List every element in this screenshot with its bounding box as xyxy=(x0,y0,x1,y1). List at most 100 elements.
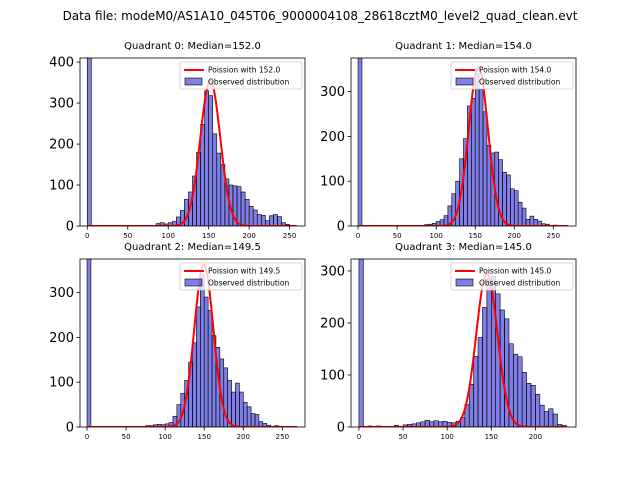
legend-hist-label: Observed distribution xyxy=(208,78,289,87)
legend-box xyxy=(179,61,303,90)
axes-frame xyxy=(79,258,306,428)
quadrant-0-panel: 0 100 200 300 400 0 50 100 150 200 250 Quadrant 0: … xyxy=(49,41,306,240)
hist-bar xyxy=(260,215,266,226)
hist-bar xyxy=(477,337,483,427)
hist-bar xyxy=(482,307,488,427)
hist-bar xyxy=(273,214,278,226)
x-tick-label: 150 xyxy=(198,433,211,441)
y-tick-label: 300 xyxy=(320,85,345,100)
x-tick-label: 250 xyxy=(283,232,296,240)
legend-box xyxy=(450,262,574,291)
x-tick-label: 250 xyxy=(547,232,560,240)
x-tick-label: 50 xyxy=(123,232,132,240)
hist-bar xyxy=(277,216,282,226)
hist-bar xyxy=(473,355,479,427)
y-tick-label: 300 xyxy=(49,286,74,301)
subplot-title: Quadrant 0: Median=152.0 xyxy=(124,41,261,52)
x-tick-label: 150 xyxy=(485,433,498,441)
y-tick-label: 100 xyxy=(320,368,345,383)
y-tick-label: 300 xyxy=(49,97,74,112)
panel-marks xyxy=(357,58,569,226)
y-tick-label: 100 xyxy=(49,376,74,391)
hist-bar xyxy=(236,186,242,226)
hist-bar xyxy=(244,199,250,226)
legend: Poission with 145.0 Observed distribution xyxy=(450,262,574,291)
hist-bar xyxy=(212,133,218,226)
legend: Poission with 154.0 Observed distribution xyxy=(450,61,574,90)
x-tick-label: 200 xyxy=(242,232,255,240)
legend-fit-label: Poission with 145.0 xyxy=(479,267,552,276)
axes-frame xyxy=(79,57,306,227)
x-tick-label: 200 xyxy=(529,433,542,441)
hist-bar xyxy=(513,190,519,226)
hist-bar xyxy=(474,73,480,226)
legend-box xyxy=(450,61,574,90)
legend-fit-label: Poission with 154.0 xyxy=(479,66,552,75)
hist-bar xyxy=(530,385,536,427)
legend-hist-swatch xyxy=(455,77,474,86)
legend-hist-label: Observed distribution xyxy=(479,279,560,288)
hist-bar xyxy=(269,215,274,226)
y-tick-label: 200 xyxy=(49,138,74,153)
hist-bar xyxy=(504,318,510,427)
y-tick-label: 0 xyxy=(337,421,345,436)
y-tick-label: 200 xyxy=(320,130,345,145)
hist-bar xyxy=(250,413,256,427)
axes-frame xyxy=(350,258,577,428)
legend-fit-label: Poission with 149.5 xyxy=(208,267,281,276)
x-tick-label: 100 xyxy=(162,232,175,240)
hist-bar xyxy=(248,206,254,226)
hist-bar xyxy=(471,98,476,226)
hist-bar xyxy=(207,310,213,427)
hist-bar xyxy=(529,215,535,226)
hist-bar xyxy=(521,372,527,427)
poisson-fit-line xyxy=(358,65,569,226)
legend-box xyxy=(179,262,303,291)
hist-bar xyxy=(204,90,209,226)
hist-bar xyxy=(254,414,260,427)
hist-bar xyxy=(517,201,523,226)
hist-bar xyxy=(246,406,252,427)
x-tick-label: 0 xyxy=(357,433,361,441)
x-tick-label: 50 xyxy=(393,232,402,240)
quadrant-2-panel: 0 100 200 300 0 50 100 150 200 250 Quadrant 2: Med… xyxy=(49,242,306,441)
hist-bar xyxy=(482,111,488,226)
hist-bar-zero xyxy=(86,259,92,427)
hist-bar xyxy=(235,382,240,427)
y-tick-label: 100 xyxy=(320,175,345,190)
hist-bar xyxy=(548,408,554,427)
legend-hist-swatch xyxy=(455,278,474,287)
panel-marks xyxy=(358,259,568,427)
hist-bar xyxy=(517,356,523,427)
hist-bar-zero xyxy=(358,259,364,427)
subplot-title: Quadrant 2: Median=149.5 xyxy=(124,242,261,253)
legend: Poission with 149.5 Observed distribution xyxy=(179,262,303,291)
panel-marks xyxy=(86,259,298,427)
axes-frame xyxy=(350,57,577,227)
y-tick-label: 200 xyxy=(320,316,345,331)
legend-hist-swatch xyxy=(184,278,203,287)
poisson-fit-line xyxy=(87,79,297,226)
y-tick-label: 0 xyxy=(66,220,74,235)
hist-bar xyxy=(521,207,527,226)
y-tick-label: 0 xyxy=(66,421,74,436)
poisson-fit-line xyxy=(87,263,298,427)
x-tick-label: 100 xyxy=(440,433,453,441)
y-tick-label: 200 xyxy=(49,331,74,346)
legend-hist-label: Observed distribution xyxy=(208,279,289,288)
x-tick-label: 0 xyxy=(356,232,360,240)
hist-bar-zero xyxy=(86,58,92,226)
hist-bar xyxy=(216,152,222,226)
y-tick-label: 0 xyxy=(337,220,345,235)
hist-bar xyxy=(252,209,258,226)
y-tick-label: 400 xyxy=(49,56,74,71)
quadrant-3-panel: 0 100 200 300 0 50 100 150 200 Quadrant 3: Median… xyxy=(320,242,577,441)
x-tick-label: 200 xyxy=(508,232,521,240)
hist-bar xyxy=(242,402,248,427)
hist-bar xyxy=(239,391,244,427)
y-tick-label: 300 xyxy=(320,264,345,279)
hist-bar-zero xyxy=(357,58,363,226)
hist-bar xyxy=(424,419,430,427)
hist-bar xyxy=(506,174,511,226)
